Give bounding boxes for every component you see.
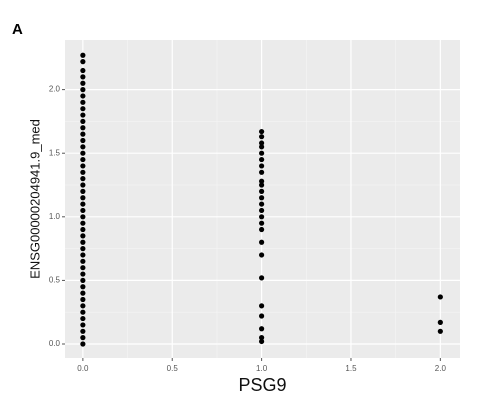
- point: [80, 258, 86, 264]
- point: [259, 326, 265, 332]
- point: [80, 322, 86, 328]
- point: [80, 239, 86, 245]
- point: [80, 87, 86, 93]
- point: [80, 150, 86, 156]
- point: [80, 277, 86, 284]
- point: [259, 140, 265, 146]
- point: [259, 207, 265, 214]
- y-tick-label: 2.0: [49, 85, 61, 94]
- point: [80, 99, 86, 105]
- y-tick-label: 1.0: [49, 212, 61, 221]
- point: [80, 195, 86, 201]
- point: [259, 275, 265, 281]
- point: [80, 309, 86, 315]
- point: [80, 182, 86, 188]
- point: [437, 319, 443, 325]
- point: [80, 296, 86, 303]
- point: [259, 226, 265, 233]
- point: [259, 313, 265, 319]
- point: [259, 239, 265, 245]
- point: [80, 271, 86, 277]
- point: [80, 284, 86, 290]
- point: [80, 220, 86, 226]
- point: [80, 156, 86, 163]
- point: [437, 328, 443, 334]
- point: [80, 52, 86, 58]
- y-tick-label: 1.5: [49, 148, 61, 157]
- point: [259, 150, 265, 156]
- point: [80, 341, 86, 347]
- point: [80, 290, 86, 296]
- point: [80, 226, 86, 233]
- point: [259, 252, 265, 258]
- point: [259, 214, 265, 220]
- point: [80, 201, 86, 207]
- point: [80, 74, 86, 80]
- point: [80, 59, 86, 65]
- point: [80, 315, 86, 322]
- point: [259, 128, 265, 135]
- y-tick-label: 0.5: [49, 276, 61, 285]
- point: [80, 125, 86, 131]
- x-tick-label: 0.5: [167, 364, 179, 373]
- point: [80, 118, 86, 125]
- x-tick-label: 0.0: [77, 364, 89, 373]
- point: [259, 156, 265, 163]
- point: [437, 294, 443, 300]
- point: [259, 188, 265, 194]
- x-tick-label: 1.0: [256, 364, 268, 373]
- point: [259, 195, 265, 201]
- point: [259, 163, 265, 169]
- point: [80, 252, 86, 258]
- point: [80, 131, 86, 137]
- x-axis-label: PSG9: [238, 375, 286, 395]
- point: [80, 163, 86, 169]
- point: [80, 176, 86, 182]
- point: [80, 137, 86, 144]
- point: [80, 188, 86, 194]
- point: [80, 67, 86, 74]
- point: [80, 169, 86, 175]
- x-tick-label: 1.5: [345, 364, 357, 373]
- x-tick-label: 2.0: [435, 364, 447, 373]
- point: [259, 178, 265, 184]
- point: [80, 106, 86, 112]
- point: [80, 207, 86, 214]
- point: [80, 214, 86, 220]
- point: [259, 303, 265, 309]
- y-tick-label: 0.0: [49, 339, 61, 348]
- point: [259, 335, 265, 341]
- point: [259, 201, 265, 207]
- panel-label: A: [12, 21, 23, 38]
- point: [80, 93, 86, 99]
- point: [259, 182, 265, 188]
- point: [80, 265, 86, 271]
- point: [259, 169, 265, 175]
- point: [80, 303, 86, 309]
- point: [80, 112, 86, 118]
- point: [80, 233, 86, 239]
- y-axis-label: ENSG00000204941.9_med: [27, 119, 42, 279]
- point: [80, 328, 86, 334]
- point: [259, 220, 265, 226]
- point: [80, 335, 86, 341]
- point: [80, 80, 86, 86]
- point: [259, 134, 265, 140]
- point: [80, 246, 86, 252]
- point: [80, 144, 86, 150]
- point: [259, 338, 265, 345]
- point: [259, 144, 265, 150]
